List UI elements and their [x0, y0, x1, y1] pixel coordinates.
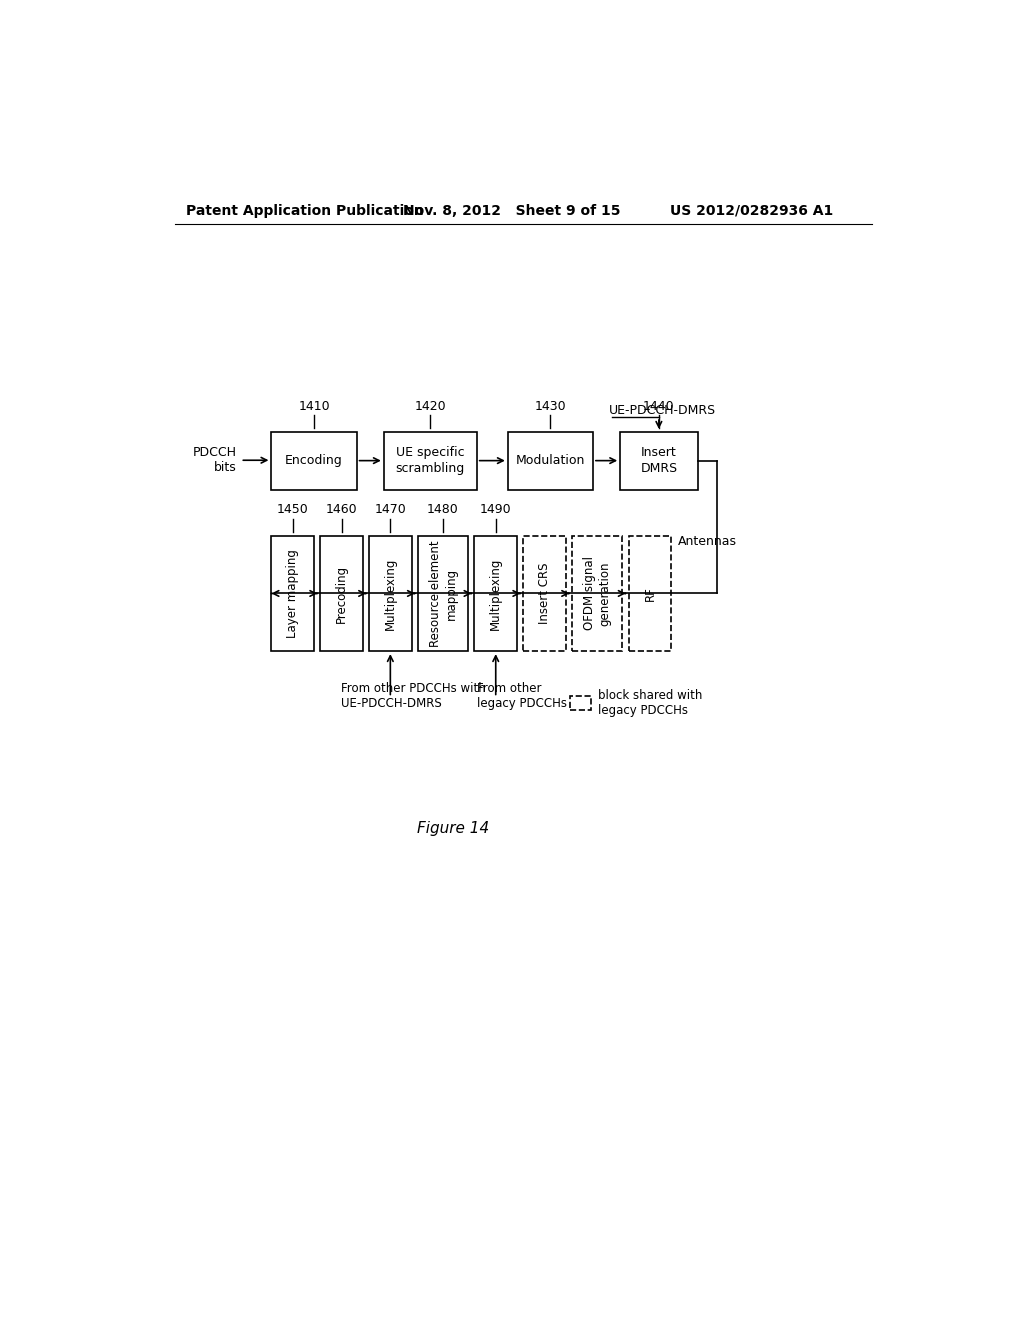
Text: Layer mapping: Layer mapping [286, 549, 299, 638]
Text: Multiplexing: Multiplexing [489, 557, 502, 630]
Text: Modulation: Modulation [516, 454, 585, 467]
Bar [508, 432, 593, 490]
Bar [369, 536, 412, 651]
Bar [271, 432, 356, 490]
Text: Insert CRS: Insert CRS [538, 562, 551, 624]
Bar [321, 536, 362, 651]
Text: 1490: 1490 [480, 503, 512, 516]
Bar [629, 536, 672, 651]
Text: Multiplexing: Multiplexing [384, 557, 397, 630]
Text: 1470: 1470 [375, 503, 407, 516]
Bar [572, 536, 623, 651]
Text: OFDM signal
generation: OFDM signal generation [583, 557, 611, 631]
Bar [474, 536, 517, 651]
Bar [271, 536, 314, 651]
Text: 1460: 1460 [326, 503, 357, 516]
Text: From other
legacy PDCCHs: From other legacy PDCCHs [477, 682, 566, 710]
Text: 1430: 1430 [535, 400, 566, 412]
Text: block shared with
legacy PDCCHs: block shared with legacy PDCCHs [598, 689, 702, 717]
Text: Insert
DMRS: Insert DMRS [640, 446, 678, 475]
Text: UE specific
scrambling: UE specific scrambling [395, 446, 465, 475]
Text: Precoding: Precoding [335, 565, 348, 623]
Text: US 2012/0282936 A1: US 2012/0282936 A1 [671, 203, 834, 218]
Text: Nov. 8, 2012   Sheet 9 of 15: Nov. 8, 2012 Sheet 9 of 15 [403, 203, 621, 218]
Text: 1420: 1420 [415, 400, 446, 412]
Text: Resource element
mapping: Resource element mapping [428, 540, 458, 647]
Text: PDCCH
bits: PDCCH bits [193, 446, 237, 474]
Text: Patent Application Publication: Patent Application Publication [186, 203, 424, 218]
Bar [523, 536, 566, 651]
Text: Encoding: Encoding [285, 454, 343, 467]
Text: Figure 14: Figure 14 [418, 821, 489, 836]
Bar [621, 432, 697, 490]
Text: Antennas: Antennas [678, 536, 737, 548]
Bar [418, 536, 468, 651]
Bar [569, 696, 592, 710]
Text: 1480: 1480 [427, 503, 459, 516]
Text: RF: RF [643, 586, 656, 601]
Text: 1450: 1450 [276, 503, 308, 516]
Text: From other PDCCHs with
UE-PDCCH-DMRS: From other PDCCHs with UE-PDCCH-DMRS [341, 682, 485, 710]
Bar [384, 432, 477, 490]
Text: 1440: 1440 [643, 400, 675, 412]
Text: UE-PDCCH-DMRS: UE-PDCCH-DMRS [608, 404, 716, 417]
Text: 1410: 1410 [298, 400, 330, 412]
